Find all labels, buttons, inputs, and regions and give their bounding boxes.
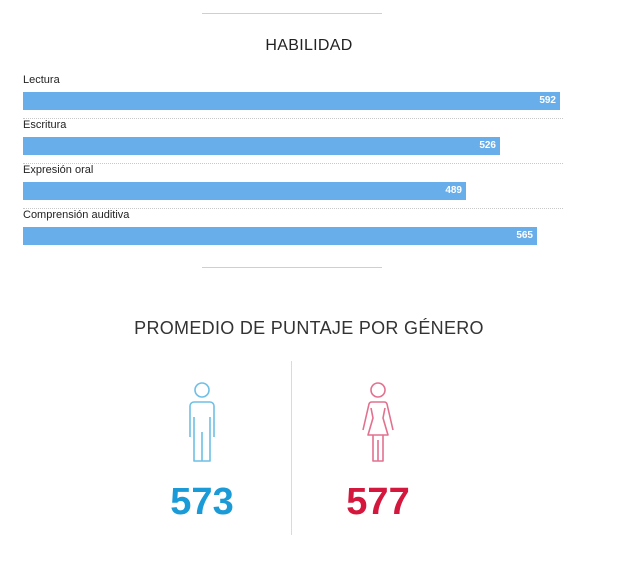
habilidad-title: HABILIDAD: [265, 37, 353, 54]
gender-divider: [291, 361, 292, 535]
bar-label: Lectura: [23, 74, 60, 86]
bar: 565: [23, 227, 537, 245]
bar-value: 526: [479, 140, 496, 151]
male-person-icon: [185, 382, 219, 467]
female-score: 577: [346, 481, 410, 523]
bar-row-expresion-oral: Expresión oral 489: [23, 164, 563, 209]
middle-divider: [202, 267, 382, 268]
bar-value: 565: [516, 230, 533, 241]
bar-value: 489: [445, 185, 462, 196]
top-divider: [202, 13, 382, 14]
male-score: 573: [170, 481, 234, 523]
bar-label: Expresión oral: [23, 164, 94, 176]
female-person-icon: [361, 382, 395, 467]
bar-row-comprension-auditiva: Comprensión auditiva 565: [23, 209, 563, 254]
genero-title: PROMEDIO DE PUNTAJE POR GÉNERO: [134, 318, 484, 338]
bar-label: Escritura: [23, 119, 67, 131]
habilidad-bar-chart: Lectura 592 Escritura 526 Expresión oral…: [23, 74, 563, 254]
bar: 489: [23, 182, 466, 200]
bar-label: Comprensión auditiva: [23, 209, 130, 221]
bar-row-lectura: Lectura 592: [23, 74, 563, 119]
bar-value: 592: [539, 95, 556, 106]
bar: 526: [23, 137, 500, 155]
bar-row-escritura: Escritura 526: [23, 119, 563, 164]
bar: 592: [23, 92, 560, 110]
